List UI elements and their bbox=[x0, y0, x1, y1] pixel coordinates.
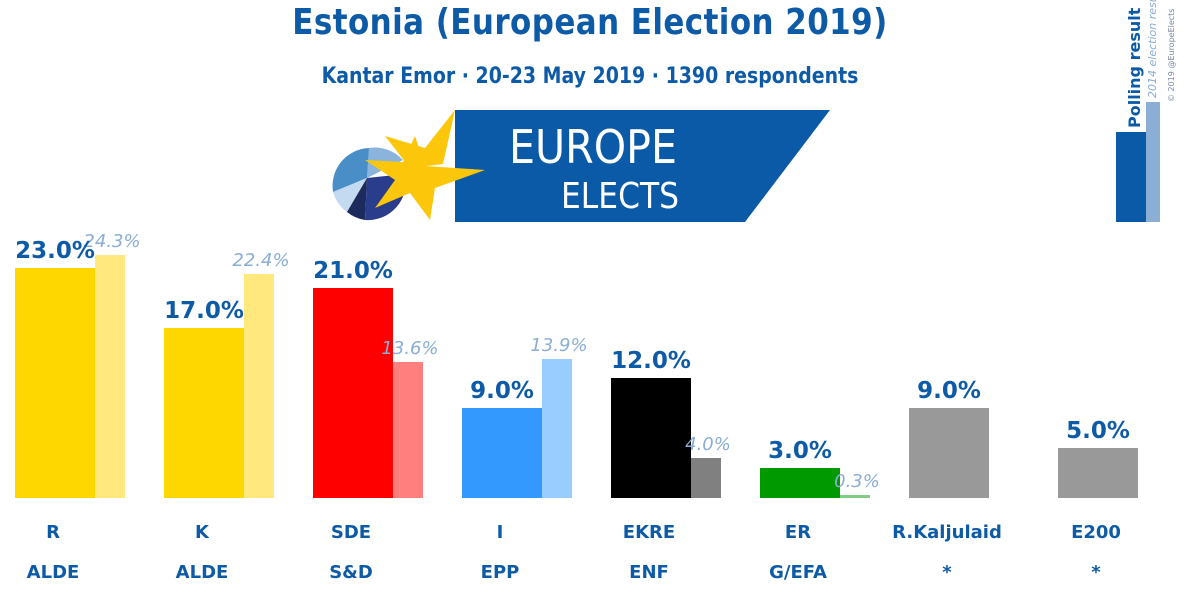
legend-secondary-label: 2014 election result bbox=[1146, 0, 1159, 98]
bar-2014-EKRE bbox=[691, 458, 721, 498]
category-label-I: I bbox=[497, 522, 504, 543]
legend: Polling result 2014 election result © 20… bbox=[1116, 0, 1176, 222]
bar-polling-EKRE bbox=[611, 378, 691, 498]
group-label-SDE: S&D bbox=[329, 562, 373, 583]
group-label-E200: * bbox=[1091, 562, 1101, 583]
value-label-polling-E200: 5.0% bbox=[1066, 418, 1130, 444]
bar-polling-R.Kaljulaid bbox=[909, 408, 989, 498]
legend-swatch-secondary bbox=[1146, 102, 1160, 222]
group-label-EKRE: ENF bbox=[629, 562, 669, 583]
bar-2014-I bbox=[542, 359, 572, 498]
star-icon bbox=[365, 136, 485, 220]
group-label-K: ALDE bbox=[176, 562, 229, 583]
bar-2014-K bbox=[244, 274, 274, 498]
value-label-2014-SDE: 13.6% bbox=[381, 338, 438, 359]
category-label-K: K bbox=[195, 522, 210, 543]
chart-subtitle: Kantar Emor · 20-23 May 2019 · 1390 resp… bbox=[321, 64, 859, 89]
group-label-R.Kaljulaid: * bbox=[942, 562, 952, 583]
value-label-polling-SDE: 21.0% bbox=[313, 258, 393, 284]
value-label-polling-K: 17.0% bbox=[164, 298, 244, 324]
bar-2014-SDE bbox=[393, 362, 423, 498]
value-label-2014-ER: 0.3% bbox=[834, 471, 880, 492]
bar-2014-ER bbox=[840, 495, 870, 498]
value-label-2014-R: 24.3% bbox=[83, 231, 140, 252]
bar-polling-I bbox=[462, 408, 542, 498]
bar-2014-R bbox=[95, 255, 125, 498]
legend-primary-label: Polling result bbox=[1125, 7, 1144, 128]
star-icon-top bbox=[385, 110, 455, 168]
value-label-polling-ER: 3.0% bbox=[768, 438, 832, 464]
bars-group bbox=[15, 255, 1138, 498]
category-labels-group: R ALDE K ALDE SDE S&D I EPP EKRE ENF ER G/EFA R.Kalj… bbox=[27, 522, 1121, 583]
category-label-SDE: SDE bbox=[331, 522, 371, 543]
category-label-R.Kaljulaid: R.Kaljulaid bbox=[892, 522, 1002, 543]
category-label-R: R bbox=[46, 522, 60, 543]
copyright-text: © 2019 @EuropeElects bbox=[1167, 9, 1176, 102]
bar-polling-E200 bbox=[1058, 448, 1138, 498]
chart-title: Estonia (European Election 2019) bbox=[292, 2, 888, 43]
legend-swatch-primary bbox=[1116, 132, 1146, 222]
value-label-2014-I: 13.9% bbox=[530, 335, 587, 356]
bar-polling-ER bbox=[760, 468, 840, 498]
value-label-polling-R.Kaljulaid: 9.0% bbox=[917, 378, 981, 404]
value-label-polling-R: 23.0% bbox=[15, 238, 95, 264]
value-label-polling-EKRE: 12.0% bbox=[611, 348, 691, 374]
logo-banner bbox=[455, 110, 830, 222]
logo-line2: ELECTS bbox=[561, 176, 679, 217]
bar-polling-SDE bbox=[313, 288, 393, 498]
group-label-I: EPP bbox=[481, 562, 520, 583]
group-label-ER: G/EFA bbox=[769, 562, 827, 583]
logo-line1: EUROPE bbox=[509, 120, 677, 174]
europe-elects-logo: EUROPE ELECTS bbox=[332, 110, 830, 222]
value-label-polling-I: 9.0% bbox=[470, 378, 534, 404]
bar-polling-R bbox=[15, 268, 95, 498]
category-label-ER: ER bbox=[785, 522, 811, 543]
value-labels-group: 24.3%23.0% 22.4% 17.0% 13.6% 21.0% 13.9% 9.0% 4… bbox=[15, 231, 1130, 492]
category-label-EKRE: EKRE bbox=[623, 522, 675, 543]
group-label-R: ALDE bbox=[27, 562, 80, 583]
value-label-2014-EKRE: 4.0% bbox=[685, 434, 731, 455]
category-label-E200: E200 bbox=[1071, 522, 1121, 543]
value-label-2014-K: 22.4% bbox=[232, 250, 289, 271]
bar-polling-K bbox=[164, 328, 244, 498]
